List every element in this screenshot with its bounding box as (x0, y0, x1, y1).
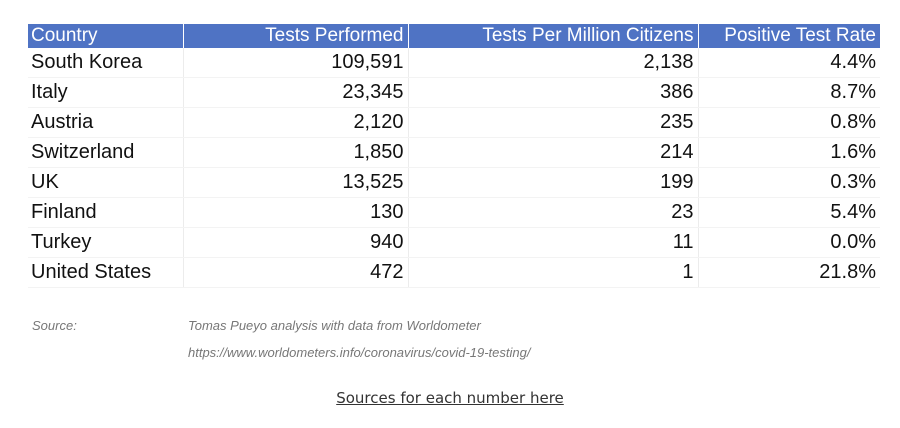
cell-tests-per-million: 1 (408, 257, 699, 288)
cell-tests-performed: 1,850 (183, 137, 409, 168)
cell-country: South Korea (28, 48, 184, 78)
table-row: Italy 23,345 386 8.7% (28, 77, 880, 108)
cell-country: United States (28, 257, 184, 288)
cell-tests-performed: 940 (183, 227, 409, 258)
cell-positive-rate: 8.7% (698, 77, 880, 108)
table-row: Finland 130 23 5.4% (28, 197, 880, 228)
cell-positive-rate: 4.4% (698, 48, 880, 78)
cell-tests-per-million: 214 (408, 137, 699, 168)
testing-data-table: Country Tests Performed Tests Per Millio… (28, 24, 880, 288)
cell-tests-performed: 472 (183, 257, 409, 288)
table-row: United States 472 1 21.8% (28, 257, 880, 288)
cell-tests-performed: 23,345 (183, 77, 409, 108)
header-tests-per-million: Tests Per Million Citizens (408, 24, 699, 48)
cell-tests-per-million: 2,138 (408, 48, 699, 78)
cell-country: Turkey (28, 227, 184, 258)
cell-country: Switzerland (28, 137, 184, 168)
cell-tests-performed: 2,120 (183, 107, 409, 138)
sources-link-container: Sources for each number here (0, 389, 900, 407)
header-positive-test-rate: Positive Test Rate (698, 24, 880, 48)
cell-positive-rate: 0.3% (698, 167, 880, 198)
table-row: Turkey 940 11 0.0% (28, 227, 880, 258)
cell-positive-rate: 5.4% (698, 197, 880, 228)
sources-link[interactable]: Sources for each number here (336, 389, 564, 407)
cell-country: UK (28, 167, 184, 198)
source-url-text: https://www.worldometers.info/coronaviru… (188, 345, 531, 360)
table-row: UK 13,525 199 0.3% (28, 167, 880, 198)
table-header-row: Country Tests Performed Tests Per Millio… (28, 24, 880, 48)
cell-tests-performed: 109,591 (183, 48, 409, 78)
cell-tests-per-million: 23 (408, 197, 699, 228)
cell-positive-rate: 0.0% (698, 227, 880, 258)
cell-tests-per-million: 199 (408, 167, 699, 198)
table-row: South Korea 109,591 2,138 4.4% (28, 48, 880, 78)
table-row: Austria 2,120 235 0.8% (28, 107, 880, 138)
cell-country: Italy (28, 77, 184, 108)
table-row: Switzerland 1,850 214 1.6% (28, 137, 880, 168)
cell-positive-rate: 0.8% (698, 107, 880, 138)
header-country: Country (28, 24, 184, 48)
source-description: Tomas Pueyo analysis with data from Worl… (188, 318, 481, 333)
cell-tests-performed: 13,525 (183, 167, 409, 198)
testing-table-container: Country Tests Performed Tests Per Millio… (28, 24, 880, 288)
cell-country: Austria (28, 107, 184, 138)
source-label: Source: (32, 318, 77, 333)
cell-positive-rate: 1.6% (698, 137, 880, 168)
cell-positive-rate: 21.8% (698, 257, 880, 288)
cell-tests-performed: 130 (183, 197, 409, 228)
cell-tests-per-million: 235 (408, 107, 699, 138)
cell-tests-per-million: 386 (408, 77, 699, 108)
header-tests-performed: Tests Performed (183, 24, 409, 48)
cell-tests-per-million: 11 (408, 227, 699, 258)
cell-country: Finland (28, 197, 184, 228)
